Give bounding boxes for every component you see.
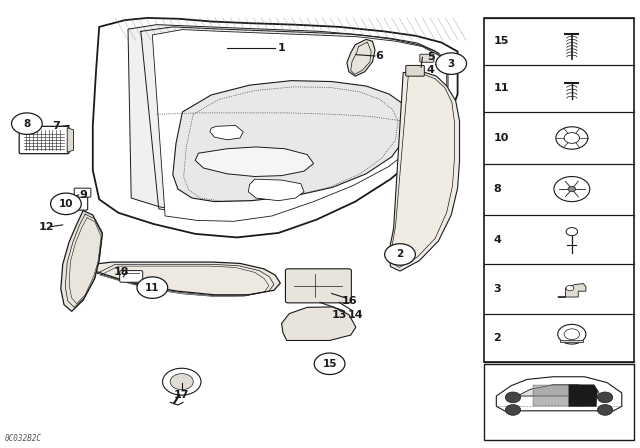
Polygon shape [61,211,102,311]
Circle shape [556,127,588,149]
Text: 0C032B2C: 0C032B2C [5,434,42,443]
Circle shape [506,392,521,403]
Circle shape [436,53,467,74]
Polygon shape [561,340,584,342]
Text: 12: 12 [38,222,54,232]
Text: 4: 4 [426,65,434,75]
Circle shape [137,277,168,298]
Circle shape [564,329,579,340]
Circle shape [506,405,521,415]
Text: 3: 3 [493,284,501,294]
Text: 8: 8 [493,184,501,194]
Polygon shape [67,128,74,152]
Circle shape [566,228,577,236]
Text: 8: 8 [23,119,31,129]
Text: 10: 10 [59,199,73,209]
Polygon shape [248,179,304,201]
FancyBboxPatch shape [285,269,351,303]
Circle shape [557,324,586,344]
Circle shape [163,368,201,395]
FancyBboxPatch shape [406,65,424,76]
Bar [484,364,634,440]
Polygon shape [282,307,356,340]
Text: 13: 13 [332,310,347,320]
Circle shape [598,405,612,415]
Circle shape [12,113,42,134]
FancyBboxPatch shape [63,197,88,210]
Circle shape [314,353,345,375]
Text: 6: 6 [375,51,383,61]
Polygon shape [389,72,460,271]
Polygon shape [533,385,569,406]
Text: 15: 15 [323,359,337,369]
Text: 3: 3 [447,59,455,69]
Text: 7: 7 [52,121,60,131]
Text: 5: 5 [427,52,435,62]
Circle shape [598,392,612,403]
FancyBboxPatch shape [74,188,91,197]
Polygon shape [195,147,314,177]
Circle shape [51,193,81,215]
Circle shape [554,177,589,202]
Text: 11: 11 [493,83,509,93]
Text: 18: 18 [114,267,129,277]
Polygon shape [93,18,458,237]
Polygon shape [83,262,280,295]
Circle shape [564,133,579,143]
Text: 17: 17 [174,390,189,400]
Text: 16: 16 [342,296,357,306]
Polygon shape [518,385,600,396]
Polygon shape [558,284,586,297]
Text: 4: 4 [493,235,501,245]
Text: 1: 1 [278,43,285,53]
Circle shape [170,374,193,390]
Text: 14: 14 [348,310,364,320]
FancyBboxPatch shape [120,271,143,282]
Circle shape [566,285,574,291]
FancyBboxPatch shape [420,54,434,62]
Polygon shape [173,81,410,202]
Polygon shape [128,25,448,213]
Polygon shape [347,39,375,76]
Polygon shape [152,30,447,221]
Text: 10: 10 [493,133,509,143]
Text: 2: 2 [493,333,501,343]
Text: 9: 9 [79,190,87,200]
Bar [484,18,634,362]
Polygon shape [497,377,622,411]
Text: 2: 2 [396,250,404,259]
Polygon shape [210,125,243,140]
FancyBboxPatch shape [19,126,69,154]
Text: 15: 15 [493,36,509,46]
Circle shape [568,186,576,192]
Circle shape [385,244,415,265]
Text: 11: 11 [145,283,159,293]
Polygon shape [569,385,598,406]
